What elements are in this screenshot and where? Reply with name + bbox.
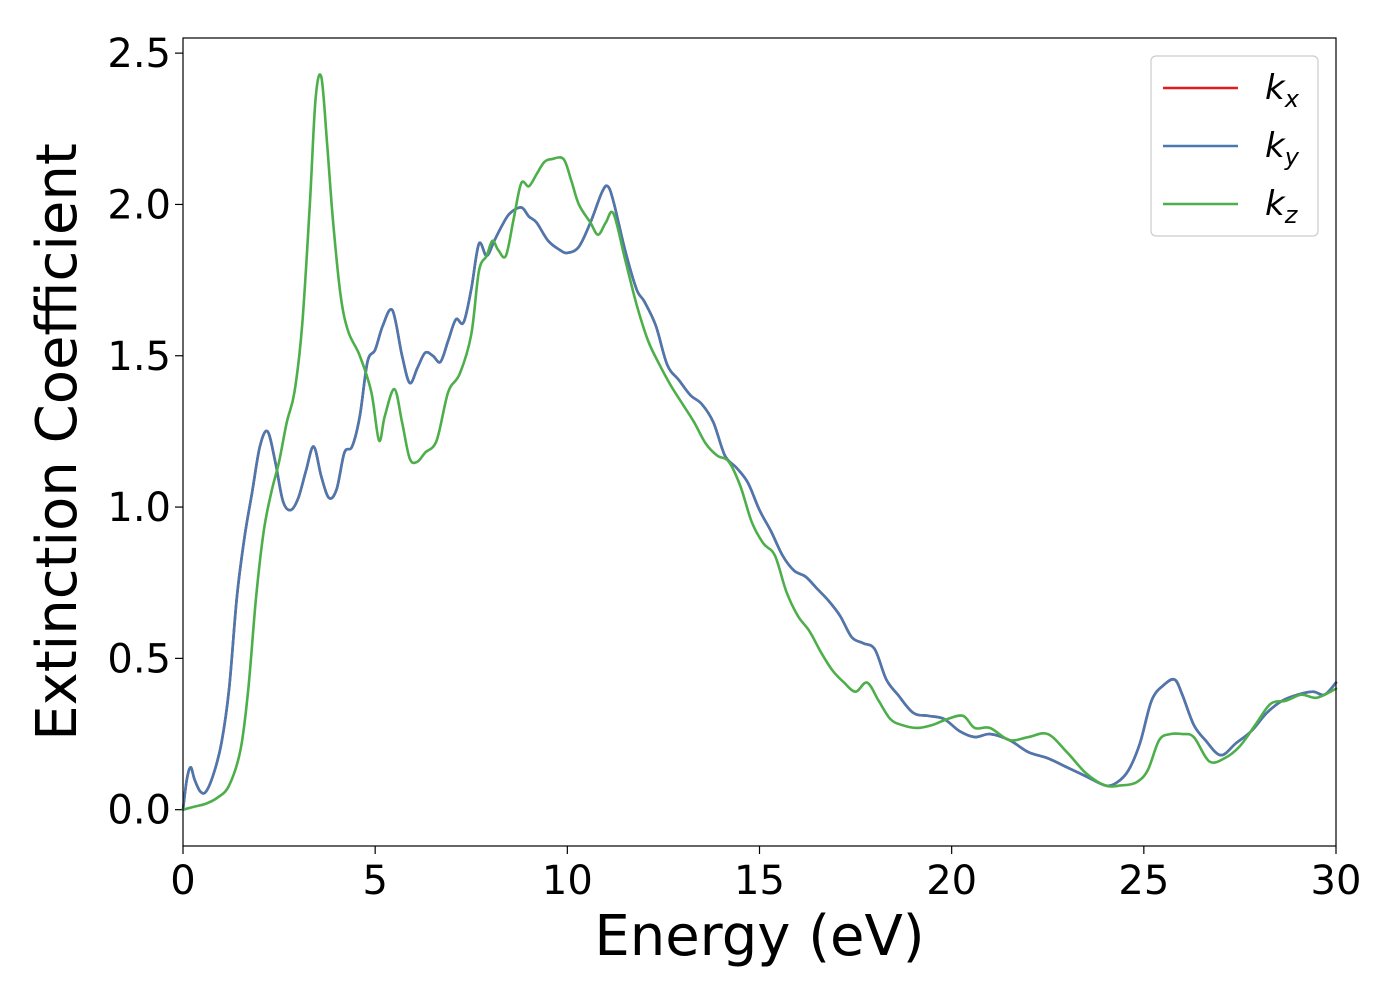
plot-lines <box>181 73 1338 811</box>
x-tick-label: 10 <box>542 858 593 904</box>
plot-area <box>183 38 1336 846</box>
legend-label-subscript: z <box>1284 201 1299 229</box>
x-axis-title: Energy (eV) <box>594 904 924 969</box>
y-tick-label: 2.5 <box>107 31 171 77</box>
y-axis-title: Extinction Coefficient <box>25 143 90 741</box>
x-tick-label: 25 <box>1118 858 1169 904</box>
legend-label-subscript: y <box>1284 143 1300 171</box>
y-tick-label: 0.5 <box>107 636 171 682</box>
series-line-k-z <box>181 73 1338 811</box>
x-tick-label: 0 <box>170 858 195 904</box>
legend-label: kx <box>1265 68 1300 113</box>
plot-frame <box>182 37 1337 847</box>
y-tick-label: 1.5 <box>107 334 171 380</box>
legend-label-base: k <box>1265 184 1286 224</box>
x-tick-label: 30 <box>1311 858 1362 904</box>
legend-label-subscript: x <box>1284 85 1300 113</box>
x-tick-label: 5 <box>362 858 387 904</box>
y-tick-label: 2.0 <box>107 182 171 228</box>
legend-label: ky <box>1265 126 1300 171</box>
legend-label: kz <box>1265 184 1299 229</box>
x-tick-label: 15 <box>734 858 785 904</box>
x-axis-ticks: 0 5 10 15 20 25 30 <box>170 846 1361 904</box>
y-tick-label: 1.0 <box>107 485 171 531</box>
x-tick-label: 20 <box>926 858 977 904</box>
y-tick-label: 0.0 <box>107 788 171 834</box>
legend-label-base: k <box>1265 68 1286 108</box>
y-axis-ticks: 0.0 0.5 1.0 1.5 2.0 2.5 <box>107 31 183 834</box>
legend-label-base: k <box>1265 126 1286 166</box>
